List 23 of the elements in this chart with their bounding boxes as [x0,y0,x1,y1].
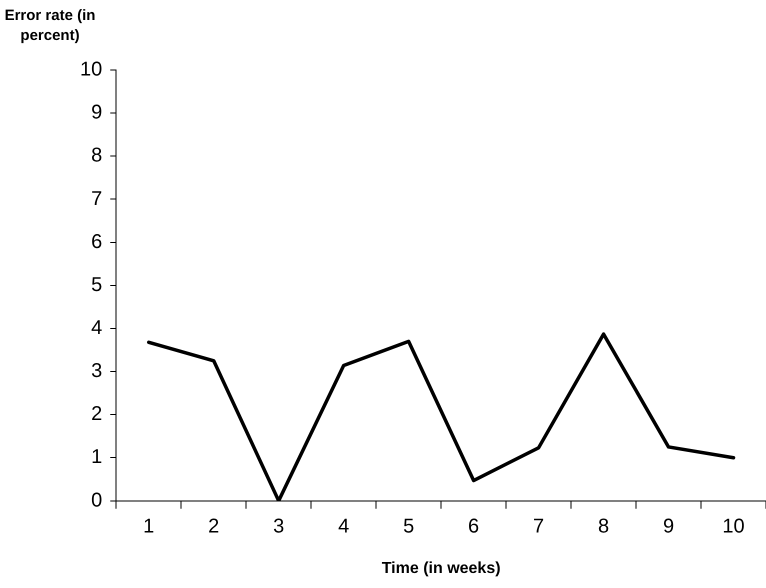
y-tick-label: 6 [91,230,102,253]
x-tick-label: 10 [722,515,745,538]
x-tick-label: 4 [338,515,350,538]
y-tick-label: 0 [91,489,102,512]
x-tick-label: 6 [468,515,480,538]
x-tick-label: 2 [208,515,220,538]
y-tick-label: 10 [80,58,102,81]
y-tick-label: 3 [91,360,102,382]
x-tick-label: 3 [273,515,284,538]
x-tick-label: 5 [403,515,414,538]
x-tick-label: 8 [598,515,610,538]
y-axis-title: Error rate (in percent) [4,6,96,46]
y-tick-label: 4 [91,316,102,339]
y-tick-label: 9 [91,102,102,124]
y-tick-label: 8 [91,144,102,167]
y-tick-label: 5 [91,274,102,296]
y-tick-label: 1 [91,446,102,468]
x-tick-label: 9 [662,515,674,538]
x-axis-title: Time (in weeks) [382,560,501,577]
y-tick-label: 2 [91,403,102,426]
x-tick-label: 1 [143,515,154,538]
x-tick-label: 7 [533,515,544,538]
y-tick-label: 7 [91,188,102,210]
